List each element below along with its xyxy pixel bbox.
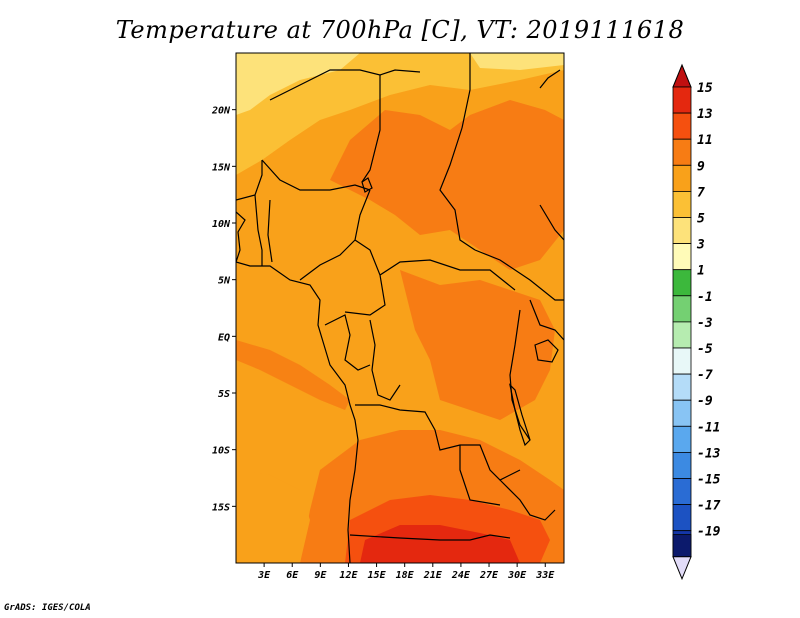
border-drc-angola [355, 404, 521, 481]
border-libya [361, 75, 381, 183]
colorbar-swatch [672, 86, 692, 114]
colorbar-label: 1 [697, 264, 705, 279]
border-car-drc [379, 259, 516, 291]
x-tick-label: 30E [507, 570, 527, 581]
colorbar-swatch [672, 112, 692, 140]
border-angola-zambia [459, 445, 501, 506]
colorbar-label: 9 [697, 159, 705, 174]
colorbar-swatch [672, 373, 692, 401]
coastline-west [236, 211, 359, 563]
lake-chad [361, 177, 373, 193]
border-west-africa [236, 160, 263, 201]
colorbar-swatch [672, 347, 692, 375]
colorbar-label: 13 [697, 107, 713, 122]
colorbar-swatch [672, 217, 692, 245]
colorbar-swatch [672, 164, 692, 192]
x-tick-label: 6E [286, 570, 299, 581]
field-south-hottest [360, 525, 520, 563]
border-niger-nigeria [261, 159, 371, 191]
border-cam-car [344, 239, 386, 316]
y-tick-label: 10N [212, 219, 231, 230]
colorbar-label: -15 [697, 473, 721, 488]
colorbar-label: 7 [697, 185, 705, 200]
y-tick-label: 5S [218, 389, 230, 400]
x-tick-label: 15E [368, 570, 387, 581]
colorbar-swatch [672, 478, 692, 506]
border-chad-sudan [439, 127, 476, 251]
colorbar-label: 5 [697, 212, 705, 227]
border-congo-drc [369, 319, 401, 401]
border-nigeria-cam [299, 189, 371, 281]
colorbar-swatch [672, 451, 692, 479]
colorbar-label: -19 [697, 525, 721, 540]
x-tick-label: 21E [423, 570, 443, 581]
colorbar-label: -1 [697, 290, 713, 305]
y-tick-label: 10S [212, 446, 230, 457]
x-tick-label: 12E [339, 570, 358, 581]
border-libya-egypt [461, 53, 471, 129]
y-tick-label: 5N [218, 276, 231, 287]
x-tick-label: 27E [479, 570, 499, 581]
colorbar-label: -7 [697, 368, 713, 383]
chart-title: Temperature at 700hPa [C], VT: 201911161… [115, 16, 685, 44]
border-ghana [254, 194, 263, 266]
field-chad-warm [330, 100, 564, 270]
colorbar-swatch [672, 321, 692, 349]
border-south-sudan [474, 249, 564, 301]
border-benin [267, 199, 273, 263]
field-sw-corner [236, 470, 310, 563]
border-algeria-niger [269, 69, 421, 101]
border-zambia [499, 479, 556, 521]
x-tick-label: 9E [314, 570, 327, 581]
border-ethiopia [539, 204, 564, 241]
field-sahara-coolest [236, 53, 360, 115]
x-tick-label: 3E [257, 570, 271, 581]
colorbar-swatch [672, 504, 692, 532]
border-kenya-uganda [529, 299, 564, 341]
x-tick-label: 18E [396, 570, 415, 581]
colorbar-label: -5 [697, 342, 713, 357]
colorbar-swatch [672, 269, 692, 297]
y-tick-label: 20N [211, 106, 231, 117]
map-frame [235, 52, 565, 564]
y-tick-label: 15S [212, 502, 230, 513]
colorbar-label: -9 [697, 394, 713, 409]
colorbar-label: -3 [697, 316, 713, 331]
colorbar-top-arrow [672, 63, 692, 88]
border-angola-namibia [349, 534, 511, 541]
x-axis: 3E 6E 9E 12E 15E 18E 21E 24E 27E 30E 33E [257, 563, 555, 581]
country-borders [236, 53, 564, 563]
y-axis: 20N 15N 10N 5N EQ 5S 10S 15S [211, 106, 236, 513]
colorbar-label: -13 [697, 446, 721, 461]
field-sahara-cool [236, 53, 564, 175]
temperature-field [236, 53, 564, 563]
lake-victoria [534, 339, 559, 363]
colorbar-swatch [672, 399, 692, 427]
coast-east-top [539, 69, 561, 89]
colorbar-label: 3 [696, 238, 705, 253]
border-gabon-congo [324, 314, 371, 371]
colorbar-swatch [672, 295, 692, 323]
colorbar-swatch [672, 243, 692, 271]
colorbar-bottom-arrow [672, 556, 692, 581]
field-atlantic-band [236, 340, 350, 410]
colorbar-label: -17 [697, 499, 721, 514]
colorbar-swatch [672, 190, 692, 218]
field-sahara-patch [470, 53, 564, 70]
lake-tanganyika [509, 383, 531, 447]
credit-label: GrADS: IGES/COLA [4, 603, 91, 613]
colorbar-label: -11 [697, 420, 720, 435]
x-tick-label: 33E [535, 570, 555, 581]
colorbar-swatch [672, 138, 692, 166]
colorbar-swatch [672, 425, 692, 453]
x-tick-label: 24E [451, 570, 471, 581]
y-tick-label: EQ [218, 332, 230, 343]
field-central-warm [400, 270, 555, 420]
colorbar-label: 11 [697, 133, 713, 148]
colorbar-label: 15 [697, 81, 713, 96]
y-tick-label: 15N [212, 162, 231, 173]
colorbar-bottom-swatch [672, 534, 692, 558]
colorbar: 15 13 11 9 7 5 3 1 -1 -3 -5 -7 -9 -11 -13 -15 -17 -19 [672, 63, 721, 581]
